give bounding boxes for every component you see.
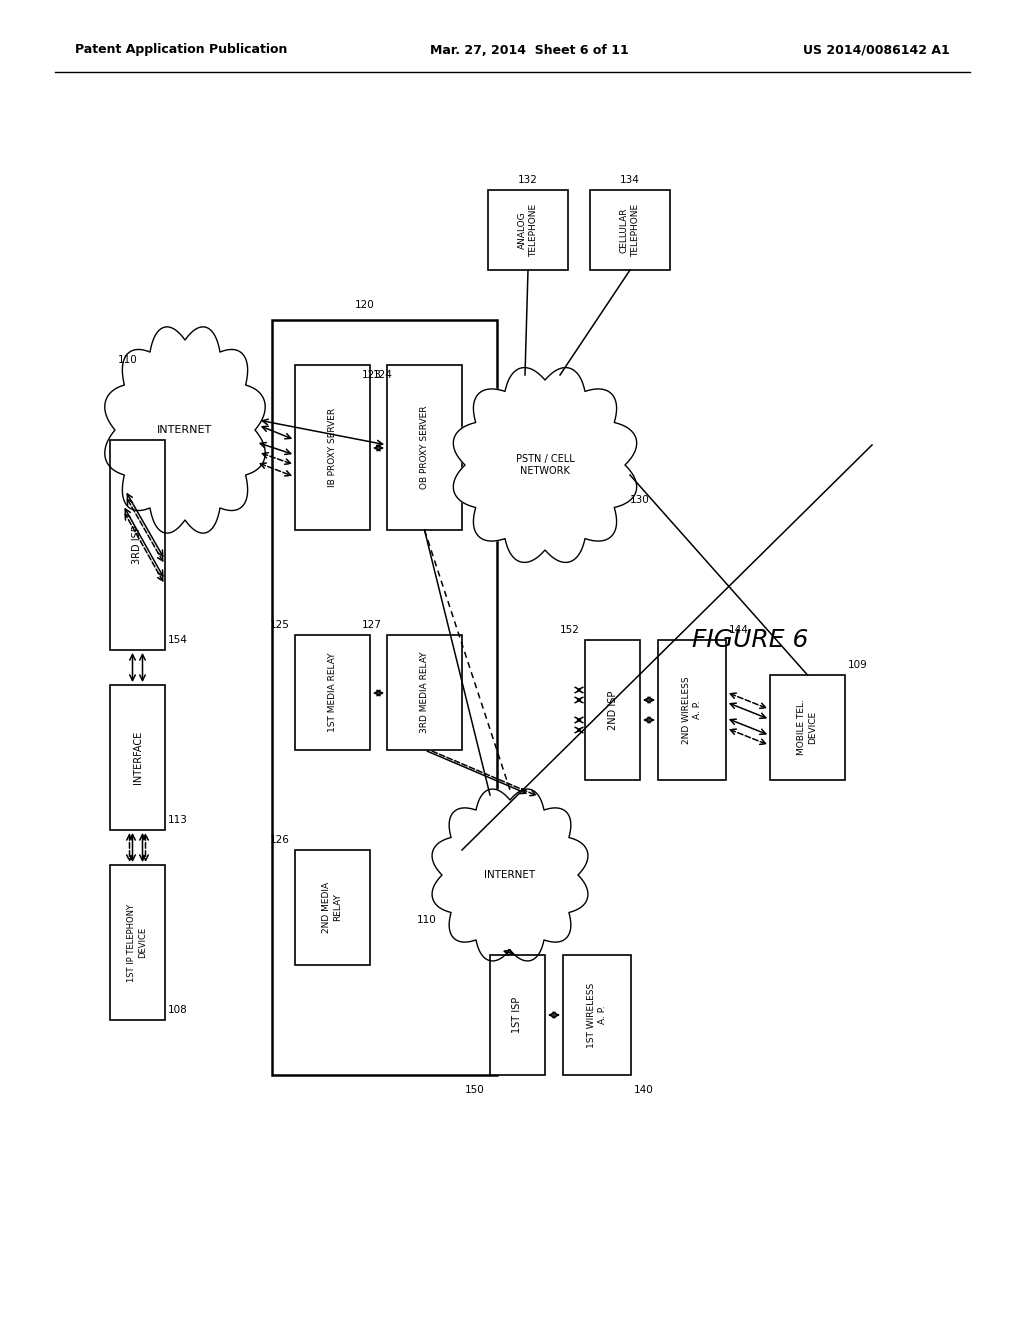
Text: 134: 134 (621, 176, 640, 185)
Bar (272, 319, 497, 1074)
Bar (590, 190, 670, 271)
Text: 1ST WIRELESS
A. P.: 1ST WIRELESS A. P. (587, 982, 607, 1048)
Text: 1ST IP TELEPHONY
DEVICE: 1ST IP TELEPHONY DEVICE (127, 903, 147, 982)
Polygon shape (104, 327, 265, 533)
Text: 2ND ISP: 2ND ISP (607, 690, 617, 730)
Text: 123: 123 (362, 370, 382, 380)
Text: 2ND MEDIA
RELAY: 2ND MEDIA RELAY (323, 882, 343, 933)
Bar (295, 850, 370, 965)
Polygon shape (454, 367, 637, 562)
Text: FIGURE 6: FIGURE 6 (692, 628, 808, 652)
Text: 152: 152 (560, 624, 580, 635)
Bar (563, 954, 631, 1074)
Text: 130: 130 (630, 495, 650, 506)
Text: INTERNET: INTERNET (158, 425, 213, 436)
Bar (110, 865, 165, 1020)
Text: 3RD ISP: 3RD ISP (132, 525, 142, 565)
Text: 109: 109 (848, 660, 867, 671)
Text: 108: 108 (168, 1005, 187, 1015)
Bar (295, 366, 370, 531)
Text: 124: 124 (373, 370, 393, 380)
Text: 140: 140 (634, 1085, 653, 1096)
Text: 113: 113 (168, 814, 187, 825)
Text: 150: 150 (465, 1085, 485, 1096)
Bar (387, 635, 462, 750)
Text: US 2014/0086142 A1: US 2014/0086142 A1 (803, 44, 950, 57)
Bar (490, 954, 545, 1074)
Bar (770, 675, 845, 780)
Text: 154: 154 (168, 635, 187, 645)
Bar (295, 635, 370, 750)
Text: 1ST ISP: 1ST ISP (512, 997, 522, 1034)
Bar (110, 685, 165, 830)
Text: OB PROXY SERVER: OB PROXY SERVER (420, 405, 429, 490)
Text: 110: 110 (417, 915, 437, 925)
Text: PSTN / CELL
NETWORK: PSTN / CELL NETWORK (516, 454, 574, 475)
Text: 125: 125 (270, 620, 290, 630)
Text: 132: 132 (518, 176, 538, 185)
Text: Patent Application Publication: Patent Application Publication (75, 44, 288, 57)
Bar (387, 366, 462, 531)
Bar (658, 640, 726, 780)
Text: MOBILE TEL.
DEVICE: MOBILE TEL. DEVICE (798, 700, 817, 755)
Text: 1ST MEDIA RELAY: 1ST MEDIA RELAY (328, 653, 337, 733)
Text: Mar. 27, 2014  Sheet 6 of 11: Mar. 27, 2014 Sheet 6 of 11 (430, 44, 629, 57)
Text: INTERNET: INTERNET (484, 870, 536, 880)
Text: CELLULAR
TELEPHONE: CELLULAR TELEPHONE (620, 203, 640, 256)
Text: 126: 126 (270, 836, 290, 845)
Polygon shape (432, 789, 588, 961)
Text: 2ND WIRELESS
A. P.: 2ND WIRELESS A. P. (682, 676, 702, 743)
Text: 127: 127 (362, 620, 382, 630)
Bar (488, 190, 568, 271)
Text: 120: 120 (355, 300, 375, 310)
Text: INTERFACE: INTERFACE (132, 731, 142, 784)
Bar (585, 640, 640, 780)
Text: ANALOG
TELEPHONE: ANALOG TELEPHONE (518, 203, 538, 256)
Bar (110, 440, 165, 649)
Text: 3RD MEDIA RELAY: 3RD MEDIA RELAY (420, 652, 429, 733)
Text: IB PROXY SERVER: IB PROXY SERVER (328, 408, 337, 487)
Text: 144: 144 (729, 624, 749, 635)
Text: 110: 110 (118, 355, 138, 366)
